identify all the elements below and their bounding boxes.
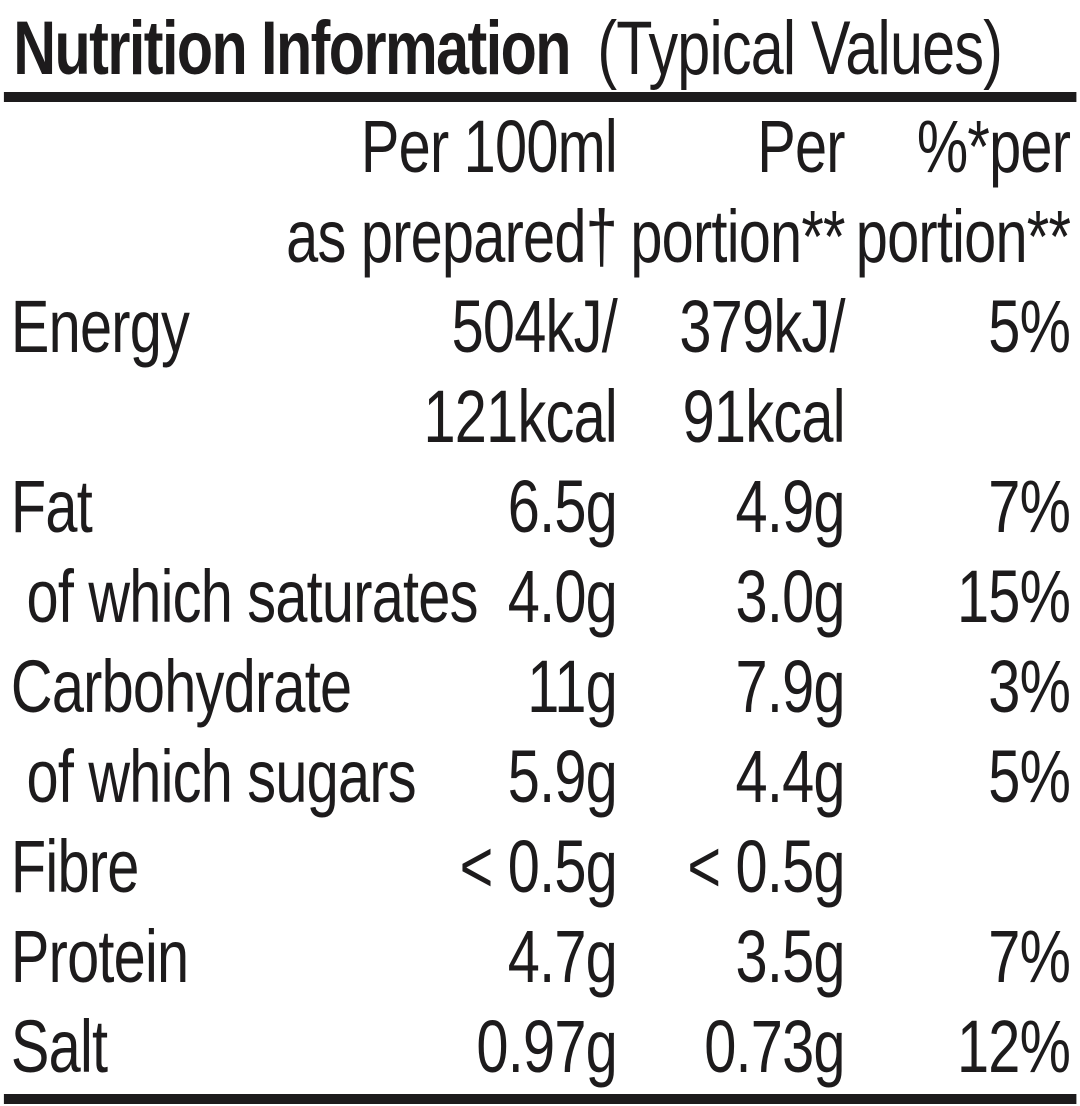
row-saturates: of which saturates 4.0g 3.0g 15% (0, 552, 1080, 642)
col-header-per-portion: Per (757, 105, 845, 188)
value-pct-ri: 15% (956, 555, 1071, 638)
col-header-pct-per-portion: %*per (916, 105, 1071, 188)
nutrient-label: Energy (10, 285, 190, 368)
row-fibre: Fibre < 0.5g < 0.5g (0, 822, 1080, 912)
value-per-100ml: 6.5g (507, 465, 618, 548)
col-header-per-100ml: Per 100ml (360, 105, 618, 188)
header-line-1: Per 100ml Per %*per (0, 102, 1080, 192)
page-title: Nutrition Information (Typical Values) (0, 0, 1080, 92)
row-energy: Energy 504kJ/ 379kJ/ 5% (0, 282, 1080, 372)
value-per-100ml: < 0.5g (459, 825, 618, 908)
nutrient-label: Fat (10, 465, 93, 548)
nutrient-label: Carbohydrate (10, 645, 352, 728)
header-line-2: as prepared† portion** portion** (0, 192, 1080, 282)
value-per-portion: 4.4g (735, 735, 846, 818)
value-per-portion: 3.0g (735, 555, 846, 638)
nutrient-label: of which saturates (26, 555, 479, 638)
row-salt: Salt 0.97g 0.73g 12% (0, 1002, 1080, 1092)
value-pct-ri: 7% (988, 465, 1071, 548)
nutrition-table: Per 100ml Per %*per as prepared† portion… (0, 102, 1080, 1092)
row-energy-line2: 121kcal 91kcal (0, 372, 1080, 462)
title-suffix-text: (Typical Values) (597, 6, 1003, 91)
value-per-portion: 0.73g (704, 1005, 845, 1088)
row-fat: Fat 6.5g 4.9g 7% (0, 462, 1080, 552)
value-per-portion: 379kJ/ (679, 285, 845, 368)
value-per-100ml: 11g (527, 645, 617, 728)
bottom-divider (3, 1094, 1077, 1104)
value-per-100ml: 0.97g (476, 1005, 617, 1088)
value-pct-ri: 3% (988, 645, 1071, 728)
value-per-portion: 7.9g (735, 645, 846, 728)
col-header-pct-per-portion-line2: portion** (855, 195, 1071, 278)
value-per-100ml-kcal: 121kcal (423, 375, 617, 458)
value-pct-ri: 5% (988, 285, 1071, 368)
value-pct-ri: 5% (988, 735, 1071, 818)
col-header-per-100ml-line2: as prepared† (286, 195, 618, 278)
value-per-100ml: 4.7g (507, 915, 618, 998)
top-divider (3, 92, 1077, 102)
nutrient-label: Fibre (10, 825, 139, 908)
nutrient-label: of which sugars (26, 735, 417, 818)
value-pct-ri: 12% (956, 1005, 1071, 1088)
row-protein: Protein 4.7g 3.5g 7% (0, 912, 1080, 1002)
value-per-portion: 4.9g (735, 465, 846, 548)
value-pct-ri: 7% (988, 915, 1071, 998)
nutrient-label: Protein (10, 915, 189, 998)
row-sugars: of which sugars 5.9g 4.4g 5% (0, 732, 1080, 822)
nutrient-label: Salt (10, 1005, 108, 1088)
col-header-per-portion-line2: portion** (630, 195, 845, 278)
value-per-portion: 3.5g (735, 915, 846, 998)
row-carbohydrate: Carbohydrate 11g 7.9g 3% (0, 642, 1080, 732)
value-per-100ml: 4.0g (507, 555, 618, 638)
title-main-text: Nutrition Information (13, 6, 571, 91)
value-per-100ml: 5.9g (507, 735, 618, 818)
value-per-portion: < 0.5g (687, 825, 845, 908)
value-per-100ml: 504kJ/ (451, 285, 618, 368)
value-per-portion-kcal: 91kcal (682, 375, 846, 458)
